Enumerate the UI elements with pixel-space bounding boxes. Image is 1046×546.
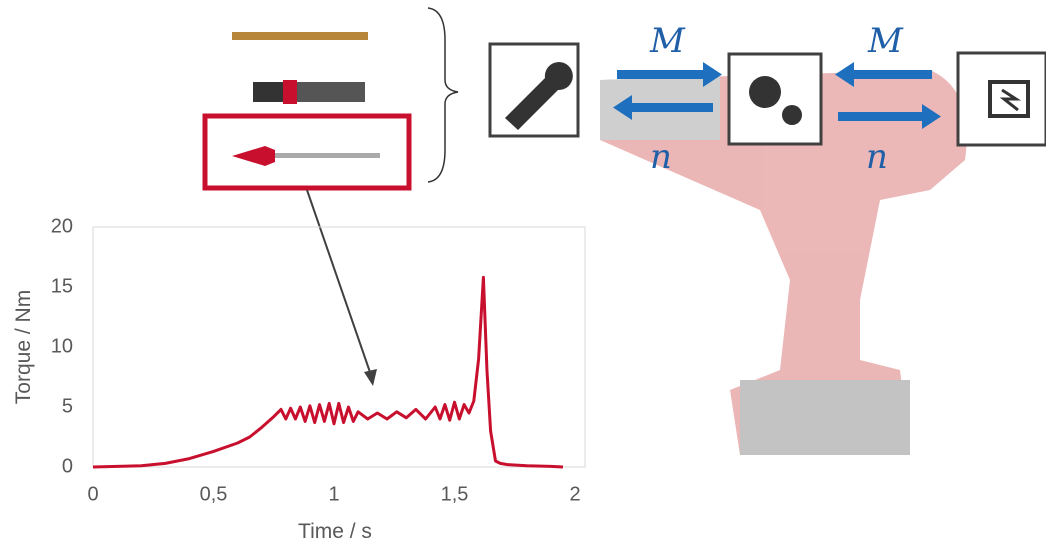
x-tick-label: 1,5 (441, 483, 469, 505)
figure: M M n n Time / s Torque / Nm 0 5 10 15 20 0 0,… (0, 0, 1046, 546)
x-tick-label: 2 (569, 483, 580, 505)
torque-line (93, 277, 563, 467)
page: M M n n Time / s Torque / Nm 0 5 10 15 20 0 0,… (0, 0, 1046, 546)
x-tick-label: 0 (87, 483, 98, 505)
y-tick-label: 20 (51, 215, 73, 237)
x-tick-label: 1 (328, 483, 339, 505)
torque-symbol: M (649, 21, 686, 61)
torque-symbol: M (867, 21, 904, 61)
speed-symbol: n (866, 137, 888, 177)
y-tick-label: 10 (51, 335, 73, 357)
tools (205, 8, 458, 386)
speed-symbol: n (650, 137, 672, 177)
y-tick-label: 15 (51, 275, 73, 297)
y-axis-title: Torque / Nm (12, 290, 35, 404)
x-tick-label: 0,5 (200, 483, 228, 505)
x-axis-title: Time / s (298, 520, 372, 543)
plot-frame (93, 227, 585, 467)
y-tick-label: 5 (62, 395, 73, 417)
y-tick-label: 0 (62, 455, 73, 477)
